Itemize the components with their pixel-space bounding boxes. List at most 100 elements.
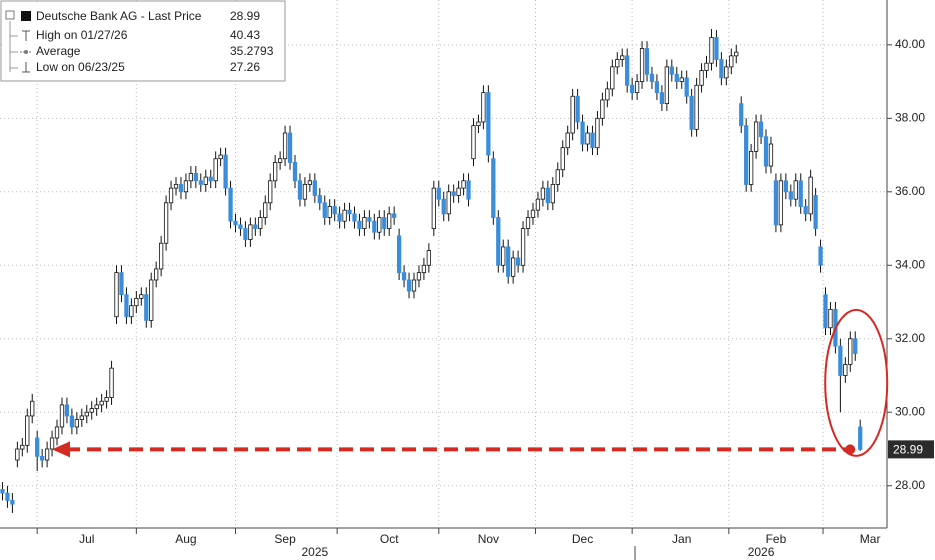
candle-body: [54, 426, 60, 439]
candle-body: [763, 136, 769, 167]
candle-body: [44, 448, 50, 461]
candle-body: [654, 81, 660, 93]
candle-body: [367, 217, 372, 222]
candle-body: [823, 294, 828, 329]
candle-body: [188, 173, 194, 182]
y-tick-label: 36.00: [895, 184, 925, 198]
y-tick-label: 32.00: [895, 331, 925, 345]
x-tick-label: Dec: [572, 532, 593, 546]
legend-low-icon: [22, 62, 30, 73]
candle-body: [610, 66, 615, 90]
candle-body: [158, 242, 164, 270]
candle-body: [396, 235, 402, 274]
candle-body: [858, 426, 863, 450]
candle-body: [803, 206, 808, 215]
candle-body: [674, 73, 679, 82]
candle-body: [520, 228, 526, 266]
candle-body: [848, 338, 853, 365]
candle-body: [585, 132, 590, 145]
candle-body: [287, 132, 293, 163]
candle-body: [431, 187, 436, 229]
legend-tree: [9, 21, 18, 72]
candle-body: [644, 48, 650, 75]
candle-body: [798, 180, 803, 207]
candle-body: [228, 187, 233, 222]
last-price-label: 28.99: [893, 443, 923, 457]
candle-body: [630, 84, 635, 93]
legend-box: [0, 0, 286, 82]
candle-body: [144, 294, 149, 321]
x-tick-label: Jul: [79, 532, 94, 546]
candle-body: [709, 37, 714, 64]
candle-body: [793, 180, 798, 200]
candle-body: [605, 88, 610, 101]
x-tick-label: Feb: [766, 532, 787, 546]
candle-body: [625, 55, 630, 86]
candle-body: [838, 345, 843, 376]
candle-body: [778, 180, 784, 226]
candle-body: [515, 257, 521, 266]
candle-body: [268, 180, 273, 204]
candle-body: [64, 404, 70, 417]
x-group-label: 2026: [748, 545, 775, 559]
candle-body: [788, 191, 793, 200]
candle-body: [337, 213, 342, 222]
candle-body: [639, 48, 645, 82]
candle-body: [139, 294, 144, 299]
candle-body: [411, 279, 417, 292]
candle-body: [243, 228, 248, 240]
candle-body: [74, 419, 79, 428]
candle-body: [248, 224, 253, 240]
candle-body: [35, 437, 40, 457]
candle-body: [387, 213, 392, 229]
candle-body: [555, 169, 560, 185]
candle-body: [292, 162, 298, 182]
candle-body: [570, 95, 575, 134]
candle-body: [382, 217, 387, 229]
legend-row-label: High on 01/27/26: [36, 28, 128, 42]
legend-average-dot: [24, 50, 28, 54]
candle-body: [491, 158, 496, 218]
candle-body: [436, 187, 441, 200]
candle-body: [40, 455, 45, 461]
legend-title: Deutsche Bank AG - Last Price: [36, 9, 202, 23]
candle-body: [372, 220, 377, 233]
candle-body: [208, 176, 213, 182]
candle-body: [744, 125, 749, 185]
y-tick-label: 30.00: [895, 404, 925, 418]
legend-row-value: 35.2793: [230, 44, 274, 58]
candle-body: [238, 224, 243, 229]
x-tick-label: Sep: [274, 532, 296, 546]
candle-body: [714, 37, 719, 60]
y-tick-label: 34.00: [895, 257, 925, 271]
candle-body: [392, 213, 397, 218]
candle-body: [129, 305, 134, 318]
candle-body: [352, 213, 357, 222]
candle-body: [312, 180, 317, 196]
legend-row-label: Average: [36, 44, 81, 58]
candle-body: [198, 180, 203, 185]
candle-body: [535, 198, 541, 211]
x-tick-label: Nov: [478, 532, 499, 546]
candle-body: [322, 202, 327, 218]
candle-body: [664, 66, 669, 105]
candle-body: [119, 272, 124, 296]
candle-body: [545, 187, 550, 204]
candle-body: [758, 121, 764, 138]
candle-body: [506, 246, 511, 277]
x-group-label: 2025: [301, 545, 328, 559]
candle-body: [511, 257, 516, 277]
candle-body: [729, 55, 734, 68]
candle-body: [327, 206, 332, 218]
candle-body: [768, 143, 774, 167]
candle-body: [669, 66, 674, 75]
candle-body: [307, 180, 313, 185]
candle-body: [679, 77, 684, 82]
candle-body: [739, 103, 744, 127]
candle-body: [649, 73, 655, 82]
candle-body: [421, 264, 427, 274]
candle-body: [20, 444, 25, 450]
legend-high-icon: [22, 30, 30, 41]
